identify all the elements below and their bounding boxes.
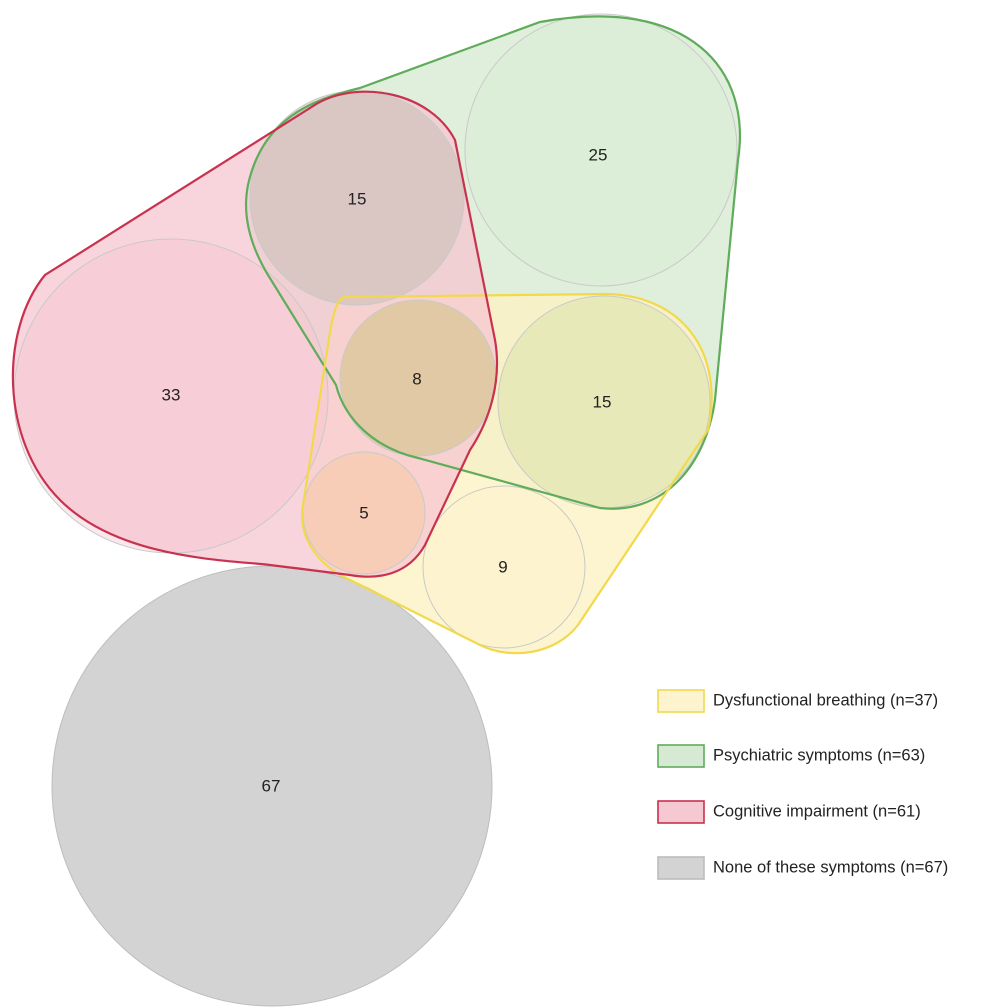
legend-item-none: None of these symptoms (n=67) bbox=[657, 856, 948, 880]
legend: Dysfunctional breathing (n=37) Psychiatr… bbox=[657, 689, 948, 880]
legend-label-psychiatric: Psychiatric symptoms (n=63) bbox=[713, 746, 925, 764]
region-circle-breathing-only bbox=[422, 485, 586, 649]
count-cognitive-breathing: 5 bbox=[359, 503, 368, 522]
count-psychiatric-only: 25 bbox=[589, 145, 608, 164]
count-all-three: 8 bbox=[412, 369, 421, 388]
legend-swatch-breathing bbox=[657, 689, 705, 713]
legend-item-breathing: Dysfunctional breathing (n=37) bbox=[657, 689, 938, 713]
count-breathing-only: 9 bbox=[498, 557, 507, 576]
legend-item-cognitive: Cognitive impairment (n=61) bbox=[657, 800, 921, 824]
legend-swatch-none bbox=[657, 856, 705, 880]
legend-swatch-cognitive bbox=[657, 800, 705, 824]
count-none: 67 bbox=[262, 776, 281, 795]
legend-label-breathing: Dysfunctional breathing (n=37) bbox=[713, 691, 938, 709]
legend-swatch-psychiatric bbox=[657, 744, 705, 768]
count-cognitive-psychiatric: 15 bbox=[348, 189, 367, 208]
legend-label-cognitive: Cognitive impairment (n=61) bbox=[713, 802, 921, 820]
dysfunctional-breathing-outline bbox=[301, 292, 713, 655]
legend-item-psychiatric: Psychiatric symptoms (n=63) bbox=[657, 744, 925, 768]
count-cognitive-only: 33 bbox=[162, 385, 181, 404]
cognitive-impairment-outline bbox=[11, 90, 499, 578]
count-psychiatric-breathing: 15 bbox=[593, 392, 612, 411]
region-circle-psychiatric-only bbox=[464, 13, 738, 287]
legend-label-none: None of these symptoms (n=67) bbox=[713, 858, 948, 876]
